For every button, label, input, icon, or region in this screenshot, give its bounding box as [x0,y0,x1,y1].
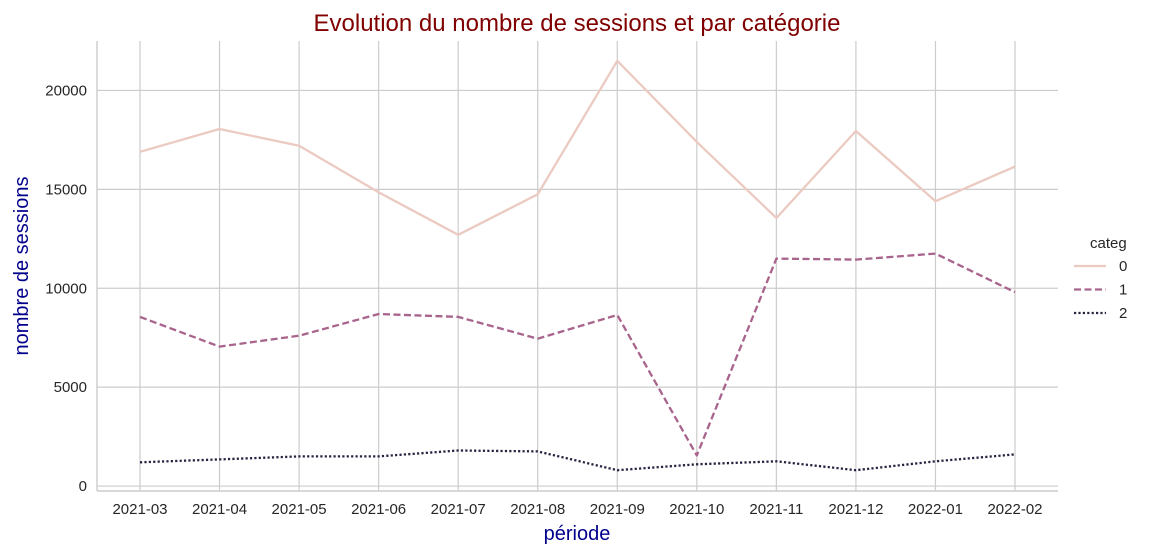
y-tick-label: 15000 [45,181,87,198]
x-tick-label: 2021-04 [192,501,247,518]
y-axis-label: nombre de sessions [11,177,33,356]
chart-title: Evolution du nombre de sessions et par c… [314,10,841,37]
tick-labels: 2021-03 2021-04 2021-05 2021-06 2021-07 2021-… [45,82,1042,518]
y-tick-label: 5000 [54,379,87,396]
y-tick-label: 20000 [45,82,87,99]
x-tick-label: 2021-12 [828,501,883,518]
x-tick-label: 2021-08 [510,501,565,518]
legend-label-0: 0 [1119,258,1127,275]
x-tick-label: 2021-11 [749,501,803,518]
x-axis-label: période [544,523,611,545]
grid [97,41,1058,491]
legend: categ 0 1 2 [1074,235,1127,322]
x-tick-label: 2022-02 [987,501,1042,518]
x-tick-label: 2021-06 [351,501,406,518]
legend-label-2: 2 [1119,305,1127,322]
x-tick-label: 2021-03 [112,501,167,518]
x-tick-label: 2021-09 [590,501,645,518]
y-tick-label: 0 [79,478,87,495]
legend-label-1: 1 [1119,282,1127,299]
legend-title: categ [1090,235,1127,252]
series-line-0 [139,59,1016,236]
axes [96,41,1058,492]
y-tick-label: 10000 [45,280,87,297]
x-tick-label: 2021-07 [431,501,486,518]
series-line-2 [139,449,1016,472]
x-tick-label: 2021-05 [272,501,327,518]
series-line-1 [139,252,1016,457]
x-tick-label: 2021-10 [669,501,724,518]
x-tick-label: 2022-01 [908,501,963,518]
series-lines [139,59,1016,472]
